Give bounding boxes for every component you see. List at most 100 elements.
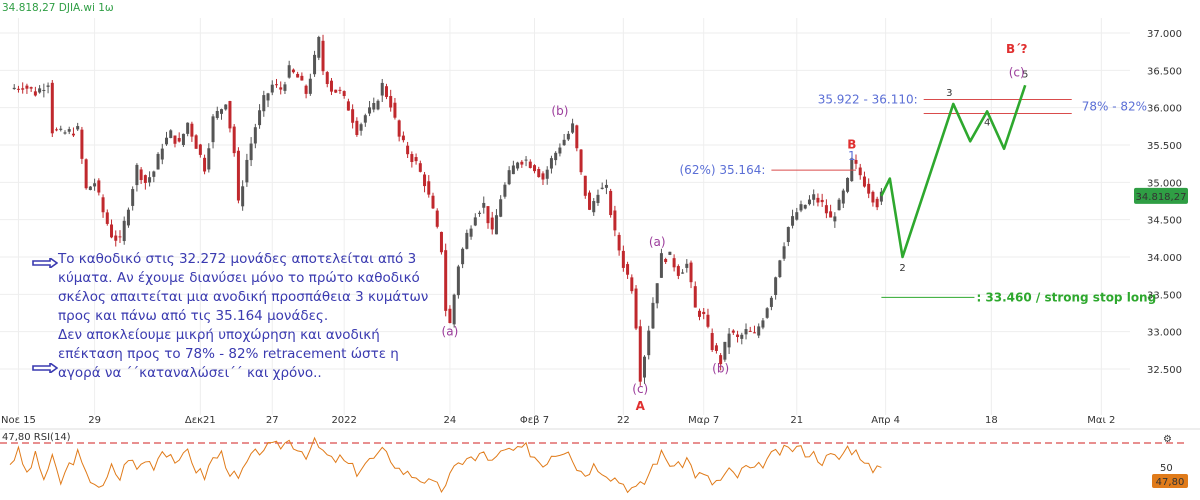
- grid: [0, 18, 1200, 430]
- candle: [588, 192, 592, 210]
- candle: [67, 129, 71, 132]
- candle: [571, 123, 575, 133]
- wave-label: 1: [848, 149, 856, 163]
- candle: [97, 180, 101, 193]
- candle: [769, 297, 773, 307]
- candle: [731, 330, 735, 333]
- candle: [579, 149, 583, 173]
- candle: [313, 54, 317, 75]
- time-tick: 2022: [331, 415, 356, 426]
- candle: [300, 75, 304, 81]
- candle: [820, 199, 824, 203]
- candle: [566, 133, 570, 140]
- candle: [25, 85, 29, 89]
- candle: [613, 210, 617, 231]
- candle: [376, 100, 380, 110]
- candle: [232, 126, 236, 154]
- price-tick: 37.000: [1147, 29, 1182, 40]
- candle: [262, 95, 266, 112]
- candle: [803, 204, 807, 209]
- time-tick: 29: [88, 415, 101, 426]
- candle: [558, 147, 562, 154]
- candle: [114, 235, 118, 241]
- candle: [672, 258, 676, 268]
- candle: [351, 109, 355, 123]
- candle: [224, 104, 228, 110]
- candle: [431, 195, 435, 209]
- candle: [638, 326, 642, 382]
- candle: [435, 210, 439, 227]
- candle: [122, 220, 126, 242]
- candle: [609, 190, 613, 216]
- candle: [829, 211, 833, 218]
- candle: [418, 163, 422, 172]
- candle: [752, 332, 756, 334]
- time-tick: 22: [617, 415, 630, 426]
- candle: [165, 137, 169, 145]
- candle: [274, 84, 278, 86]
- candle: [748, 330, 752, 332]
- candle: [160, 148, 164, 160]
- last-price-badge: [1134, 187, 1188, 204]
- last-price-label: 34.818,27: [1136, 192, 1187, 203]
- price-tick: 33.000: [1147, 328, 1182, 339]
- candle: [21, 88, 25, 90]
- candle: [88, 186, 92, 191]
- projection-point-label: 4: [984, 117, 990, 128]
- time-tick: Νοε 15: [1, 415, 36, 426]
- candle: [782, 246, 786, 259]
- candle: [291, 69, 295, 73]
- candle: [236, 150, 240, 201]
- candle: [647, 330, 651, 356]
- price-tick: 36.500: [1147, 66, 1182, 77]
- candle: [393, 102, 397, 118]
- wave-label: (c): [1009, 65, 1025, 79]
- time-axis[interactable]: Νοε 15 29 Δεκ21 27 2022 24 Φεβ 7 22 Μαρ 7 21 Απρ 4…: [1, 415, 1115, 426]
- wave-label: (a): [442, 324, 459, 338]
- candle: [583, 175, 587, 196]
- candle: [693, 286, 697, 308]
- candle: [554, 152, 558, 161]
- candle: [520, 161, 524, 165]
- candle: [562, 139, 566, 146]
- candle: [524, 159, 528, 161]
- wave-label: (a): [649, 235, 666, 249]
- candle: [220, 109, 223, 114]
- price-tick: 34.500: [1147, 216, 1182, 227]
- candle: [664, 259, 668, 263]
- rsi-panel[interactable]: 47,80 RSI(14) 50 47,80 ⚙: [0, 432, 1188, 494]
- candle: [846, 177, 850, 192]
- candle: [507, 170, 511, 185]
- time-tick: Δεκ21: [185, 415, 216, 426]
- price-axis[interactable]: 37.000 36.500 36.000 35.500 35.000 34.500 34.0…: [1134, 29, 1188, 376]
- candle: [401, 135, 405, 141]
- candle: [186, 122, 190, 134]
- candle: [181, 133, 185, 146]
- candle: [283, 84, 287, 91]
- candle: [795, 212, 799, 220]
- candle: [423, 174, 427, 187]
- candle: [473, 217, 477, 226]
- candle: [461, 248, 465, 265]
- candle: [80, 129, 84, 159]
- candle: [308, 78, 312, 94]
- candle: [105, 212, 109, 224]
- candle: [414, 157, 418, 162]
- candle: [448, 308, 452, 324]
- candle: [177, 138, 181, 142]
- candle: [71, 133, 75, 136]
- candle: [148, 177, 152, 183]
- candle: [245, 159, 249, 183]
- candle: [452, 294, 456, 325]
- candle: [710, 333, 714, 350]
- candle: [368, 107, 372, 114]
- candle: [604, 184, 608, 188]
- candle: [29, 87, 33, 89]
- gear-icon[interactable]: ⚙: [1163, 434, 1172, 445]
- candle: [76, 126, 80, 130]
- candle: [511, 165, 515, 175]
- rsi-level-label: 50: [1160, 463, 1173, 474]
- candle: [630, 277, 634, 292]
- candle: [279, 87, 283, 90]
